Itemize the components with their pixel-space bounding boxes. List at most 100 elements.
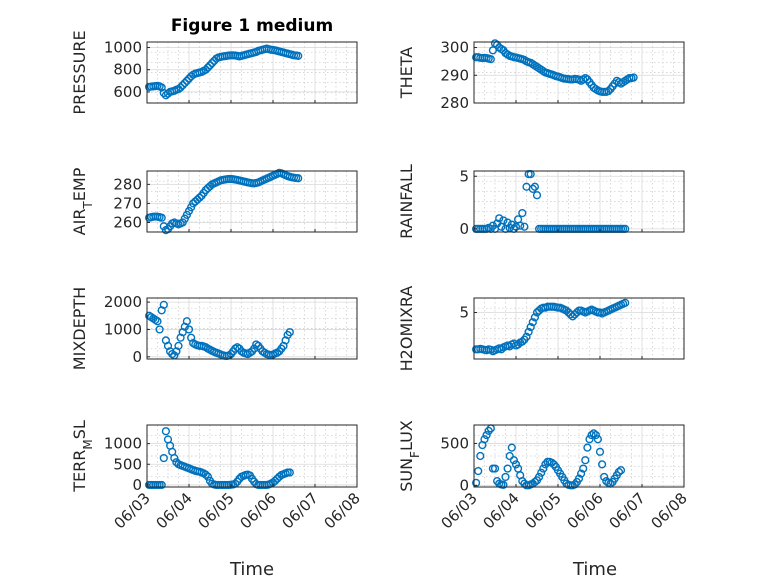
data-point	[503, 464, 512, 473]
y-tick-label: 500	[113, 455, 142, 473]
y-axis-label: SUNFLUX	[397, 420, 422, 492]
data-point	[591, 430, 600, 440]
data-point	[203, 63, 213, 72]
data-point	[518, 208, 527, 218]
y-tick-label: 0	[132, 348, 142, 366]
data-point	[182, 317, 192, 326]
axes-box	[146, 297, 358, 360]
axes-box	[146, 424, 358, 488]
data-point	[509, 456, 519, 465]
x-axis-label-left: Time	[229, 559, 274, 580]
x-tick-label: 06/03	[438, 489, 481, 532]
x-tick-label: 06/06	[564, 489, 607, 532]
data-point	[480, 435, 489, 444]
data-point	[170, 453, 179, 463]
data-point	[587, 430, 596, 440]
data-point	[530, 477, 540, 487]
x-tick-label: 06/05	[522, 489, 565, 532]
data-point	[501, 472, 510, 482]
data-point	[476, 451, 485, 461]
axes-box	[146, 170, 358, 233]
data-point	[528, 318, 537, 327]
y-tick-label: 270	[113, 194, 142, 212]
y-tick-label: 5	[459, 304, 469, 322]
x-tick-label: 06/08	[321, 489, 364, 532]
data-point	[285, 468, 294, 477]
data-point	[159, 453, 168, 463]
subplot: 0 5 RAINFALL	[397, 164, 685, 239]
x-tick-label: 06/06	[237, 489, 280, 532]
data-point	[195, 193, 204, 202]
data-point	[616, 466, 626, 475]
data-point	[180, 78, 189, 88]
y-tick-label: 280	[113, 175, 142, 193]
data-point	[547, 458, 556, 467]
data-point	[621, 298, 630, 307]
x-tick-label: 06/08	[648, 489, 691, 532]
x-tick-label: 06/04	[480, 489, 523, 532]
y-tick-label: 1000	[104, 320, 142, 338]
data-point	[534, 472, 544, 482]
data-point	[595, 447, 605, 456]
data-point	[530, 313, 540, 322]
y-tick-label: 280	[440, 94, 469, 112]
data-point	[507, 443, 516, 452]
data-point	[537, 468, 546, 477]
data-point	[518, 337, 527, 346]
y-tick-label: 5	[459, 167, 469, 185]
data-point	[585, 435, 594, 444]
data-point	[157, 480, 166, 490]
data-point	[539, 464, 548, 473]
y-tick-label: 1000	[104, 39, 142, 57]
data-point	[600, 472, 609, 482]
data-point	[205, 61, 215, 70]
data-point	[157, 213, 166, 222]
data-point	[511, 460, 521, 469]
axes-box	[473, 297, 685, 360]
data-point	[593, 435, 603, 444]
data-point	[576, 469, 586, 478]
axes-box	[473, 41, 685, 104]
data-point	[486, 55, 495, 64]
data-point	[201, 470, 210, 479]
data-point	[499, 480, 508, 490]
data-point	[574, 474, 584, 483]
data-point	[275, 472, 284, 481]
data-point	[528, 184, 537, 193]
subplot: 600 800 1000 PRESSURE	[70, 30, 358, 115]
y-tick-label: 300	[440, 39, 469, 57]
axes-box	[473, 170, 685, 233]
data-point	[490, 464, 500, 473]
data-point	[524, 327, 533, 336]
data-point	[294, 51, 303, 60]
data-point	[505, 451, 514, 461]
y-tick-label: 0	[459, 476, 469, 494]
data-point	[526, 322, 535, 332]
y-axis-label: H2OMIXRA	[397, 286, 416, 372]
data-point	[604, 86, 613, 96]
axes-box	[473, 424, 685, 488]
data-point	[182, 76, 192, 85]
data-point	[178, 81, 187, 90]
y-axis-label: THETA	[397, 47, 416, 99]
data-point	[581, 456, 590, 465]
data-point	[614, 467, 624, 477]
data-point	[174, 341, 183, 350]
data-point	[472, 478, 481, 487]
data-point	[203, 472, 213, 481]
figure-title: Figure 1 medium	[171, 16, 333, 36]
subplot: 5 H2OMIXRA	[397, 286, 685, 372]
data-point	[522, 332, 531, 341]
data-point	[503, 218, 512, 227]
data-point	[285, 328, 294, 337]
data-point	[530, 182, 540, 191]
y-tick-label: 0	[459, 220, 469, 238]
data-point	[161, 427, 171, 436]
data-point	[495, 214, 504, 223]
data-point	[507, 220, 516, 229]
y-tick-label: 500	[440, 434, 469, 452]
data-point	[589, 429, 598, 438]
